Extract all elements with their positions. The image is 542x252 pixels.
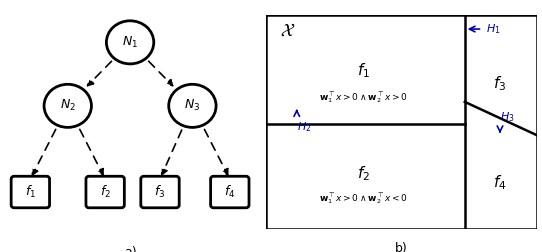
Circle shape	[44, 84, 92, 127]
Circle shape	[169, 84, 216, 127]
Text: $H_2$: $H_2$	[297, 120, 311, 134]
Text: $H_3$: $H_3$	[500, 111, 514, 124]
FancyBboxPatch shape	[211, 176, 249, 208]
Text: $\mathbf{w}_1^\top x > 0 \wedge \mathbf{w}_2^\top x > 0$: $\mathbf{w}_1^\top x > 0 \wedge \mathbf{…	[319, 90, 408, 105]
Text: $f_2$: $f_2$	[100, 184, 111, 200]
Text: $f_1$: $f_1$	[357, 61, 370, 80]
Text: $N_3$: $N_3$	[184, 98, 201, 113]
Text: $f_4$: $f_4$	[224, 184, 236, 200]
Text: $f_3$: $f_3$	[493, 74, 507, 93]
Text: $f_2$: $f_2$	[357, 164, 370, 183]
Text: a): a)	[124, 246, 137, 252]
Text: $\mathbf{w}_1^\top x > 0 \wedge \mathbf{w}_2^\top x < 0$: $\mathbf{w}_1^\top x > 0 \wedge \mathbf{…	[319, 191, 408, 206]
Text: $f_1$: $f_1$	[25, 184, 36, 200]
FancyBboxPatch shape	[141, 176, 179, 208]
Text: $f_4$: $f_4$	[493, 173, 507, 192]
Text: $N_2$: $N_2$	[60, 98, 76, 113]
FancyBboxPatch shape	[86, 176, 124, 208]
Text: b): b)	[395, 242, 408, 252]
Text: $N_1$: $N_1$	[122, 35, 138, 50]
Text: $H_1$: $H_1$	[487, 22, 501, 36]
FancyBboxPatch shape	[11, 176, 49, 208]
Text: $f_3$: $f_3$	[154, 184, 166, 200]
Text: $\mathcal{X}$: $\mathcal{X}$	[281, 22, 296, 40]
Circle shape	[106, 21, 154, 64]
